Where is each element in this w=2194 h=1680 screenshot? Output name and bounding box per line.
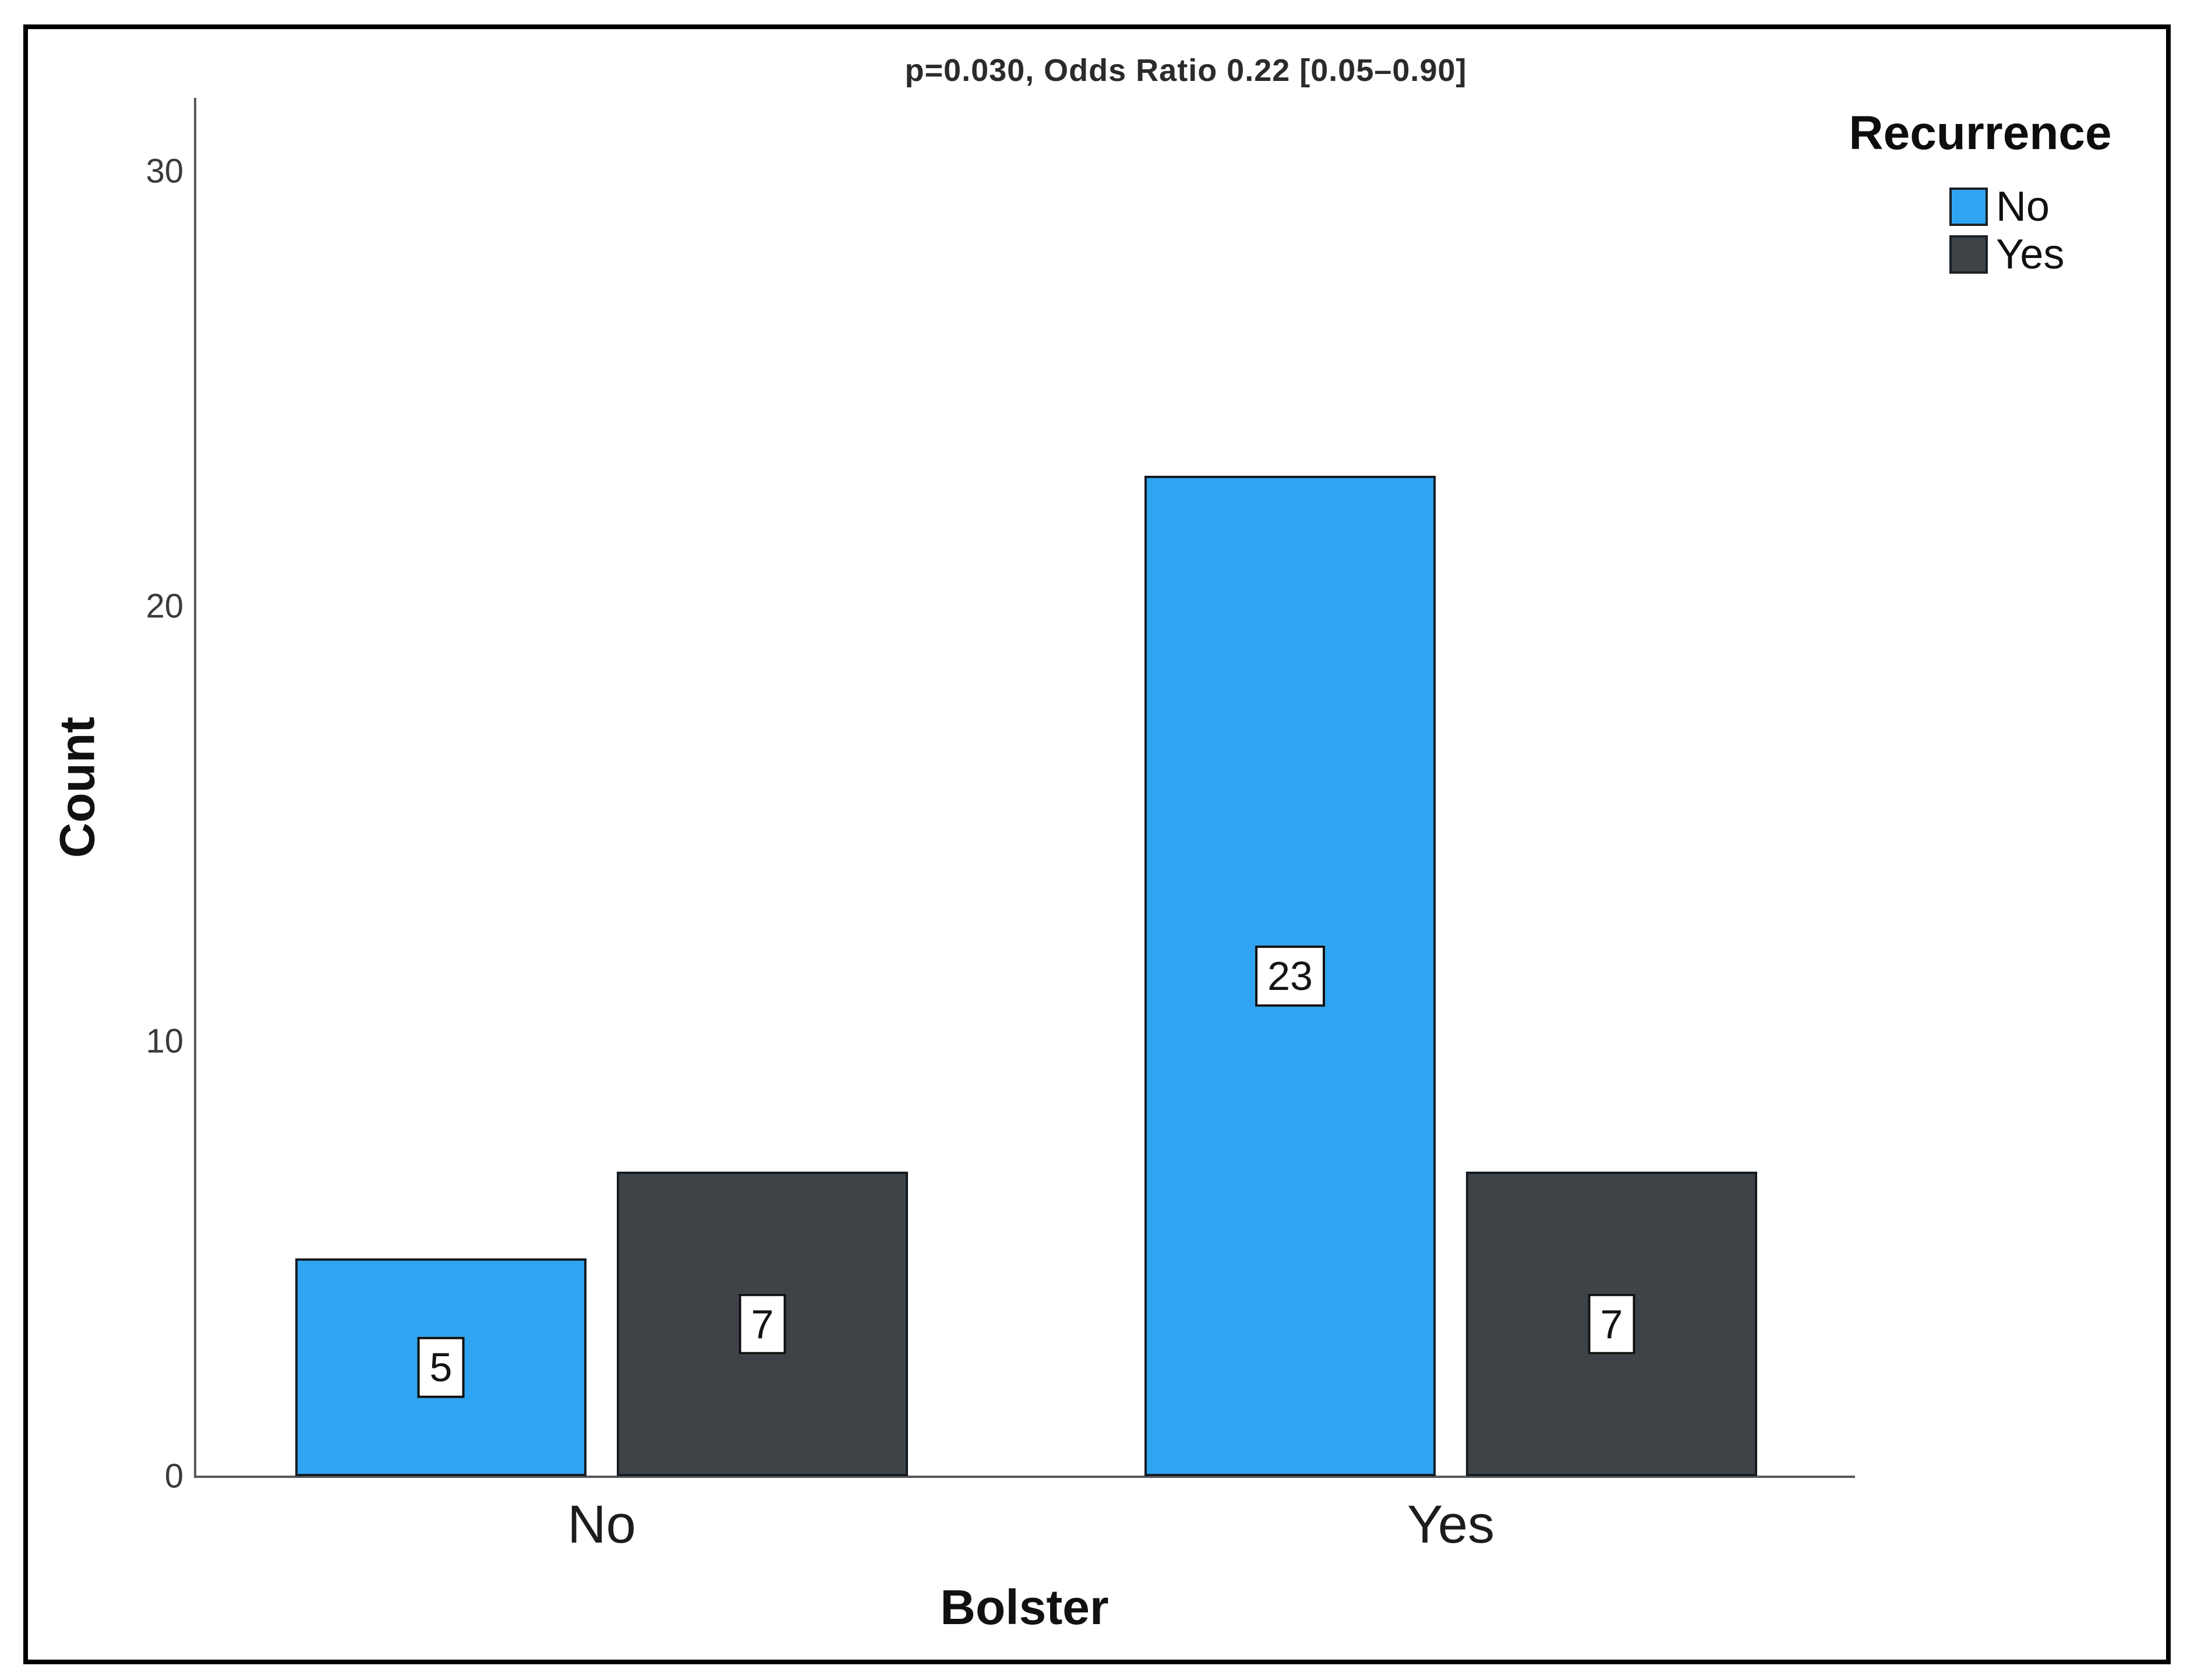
y-tick-label: 0 [164,1457,183,1495]
chart-title: p=0.030, Odds Ratio 0.22 [0.05–0.90] [905,53,1467,88]
legend-title: Recurrence [1849,107,2112,160]
bar-value-label: 7 [1588,1293,1635,1354]
y-tick-label: 30 [146,152,183,190]
y-tick-label: 10 [146,1022,183,1060]
x-axis-line [194,1476,1855,1478]
y-axis-line [194,98,196,1476]
bar-value-label: 23 [1255,945,1325,1007]
legend-item-no: No [1949,183,2050,230]
legend-item-label: Yes [1996,231,2065,278]
y-axis-title-text: Count [50,716,105,858]
legend-swatch-yes [1949,235,1988,274]
x-axis-title: Bolster [940,1580,1109,1635]
x-category-label-yes: Yes [1407,1495,1495,1554]
legend-swatch-no [1949,188,1988,226]
y-tick-label: 20 [146,587,183,625]
legend-item-yes: Yes [1949,231,2065,278]
bar-value-label: 5 [417,1336,465,1398]
legend-item-label: No [1996,183,2050,230]
bar-value-label: 7 [739,1293,786,1354]
x-category-label-no: No [567,1495,636,1554]
